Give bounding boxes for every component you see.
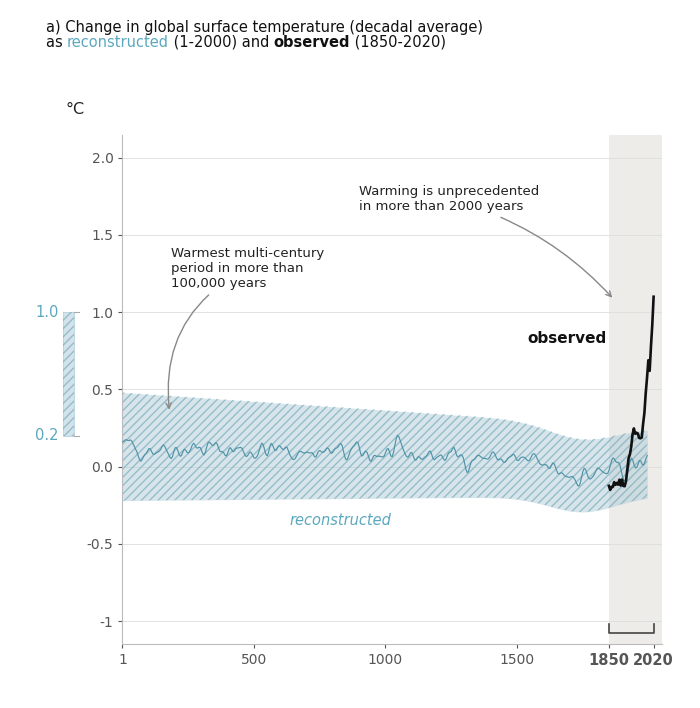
Bar bbox=[609, 135, 664, 644]
Bar bbox=[63, 312, 74, 435]
Text: Warmest multi-century
period in more than
100,000 years: Warmest multi-century period in more tha… bbox=[166, 247, 324, 409]
Text: (1850-2020): (1850-2020) bbox=[351, 35, 447, 50]
Text: as: as bbox=[46, 35, 67, 50]
Text: observed: observed bbox=[274, 35, 351, 50]
Text: 0.2: 0.2 bbox=[35, 428, 59, 443]
Text: 1.0: 1.0 bbox=[35, 304, 59, 320]
Bar bbox=[63, 312, 74, 435]
Text: a) Change in global surface temperature (decadal average): a) Change in global surface temperature … bbox=[46, 20, 482, 35]
Text: °C: °C bbox=[66, 102, 85, 117]
Text: observed: observed bbox=[527, 331, 606, 346]
Text: reconstructed: reconstructed bbox=[67, 35, 169, 50]
Text: (1-2000) and: (1-2000) and bbox=[169, 35, 274, 50]
Text: reconstructed: reconstructed bbox=[290, 513, 391, 528]
Text: Warming is unprecedented
in more than 2000 years: Warming is unprecedented in more than 20… bbox=[359, 185, 611, 297]
